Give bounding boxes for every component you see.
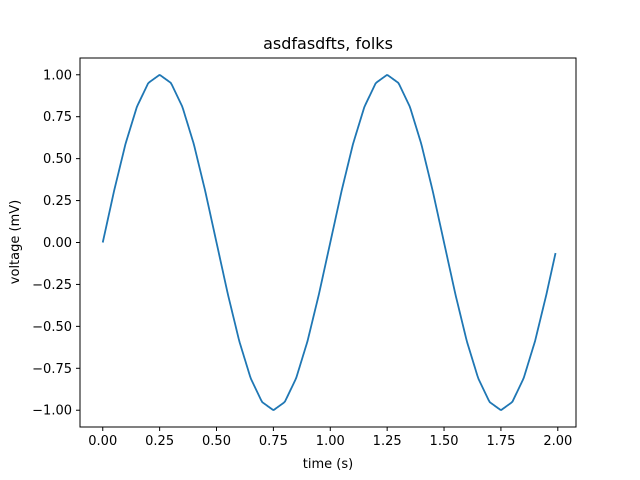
y-tick-label: 0.00	[43, 236, 72, 251]
x-tick-label: 1.00	[316, 434, 345, 449]
x-tick-label: 2.00	[543, 434, 572, 449]
y-tick-label: 0.75	[43, 110, 72, 125]
x-tick-label: 1.25	[373, 434, 402, 449]
x-tick-label: 0.50	[202, 434, 231, 449]
x-tick-label: 1.50	[430, 434, 459, 449]
y-tick-label: −0.50	[32, 320, 72, 335]
plot-area	[101, 74, 557, 411]
y-axis: −1.00 −0.75 −0.50 −0.25 0.00 0.25 0.50 0.75 1.00	[32, 68, 80, 419]
x-tick-label: 0.25	[145, 434, 174, 449]
x-axis: 0.00 0.25 0.50 0.75 1.00 1.25 1.50 1.75 2.00	[88, 427, 572, 449]
series-line-0	[101, 74, 557, 411]
y-tick-label: 0.25	[43, 194, 72, 209]
y-axis-label: voltage (mV)	[8, 200, 23, 284]
y-tick-label: 0.50	[43, 152, 72, 167]
x-axis-label: time (s)	[303, 457, 353, 472]
x-tick-label: 0.75	[259, 434, 288, 449]
y-tick-label: 1.00	[43, 68, 72, 83]
y-tick-label: −0.25	[32, 278, 72, 293]
y-tick-label: −0.75	[32, 362, 72, 377]
axes-frame	[79, 57, 577, 428]
y-tick-label: −1.00	[32, 404, 72, 419]
chart-title: asdfasdfts, folks	[263, 34, 393, 53]
x-tick-label: 0.00	[88, 434, 117, 449]
x-tick-label: 1.75	[486, 434, 515, 449]
